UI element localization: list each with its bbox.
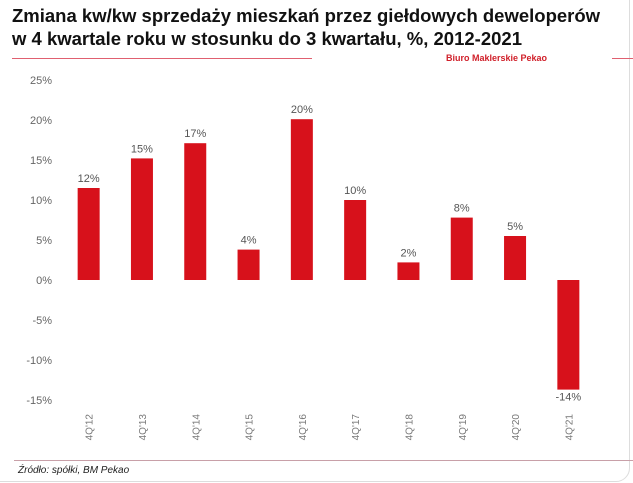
data-label: 5% [507, 221, 523, 233]
x-tick-label: 4Q'21 [564, 414, 575, 441]
data-label: 8% [454, 203, 470, 215]
bar [344, 200, 367, 280]
x-tick-label: 4Q'20 [511, 414, 522, 441]
data-label: -14% [556, 392, 582, 404]
data-label: 10% [344, 185, 366, 197]
bar [504, 236, 527, 280]
x-tick-label: 4Q'15 [245, 414, 256, 441]
footer-divider [14, 460, 633, 461]
bar [184, 143, 207, 280]
y-tick-label: -10% [26, 355, 52, 367]
title-line-1: Zmiana kw/kw sprzedaży mieszkań przez gi… [12, 5, 601, 26]
bar [237, 249, 260, 280]
y-tick-label: 15% [30, 155, 52, 167]
y-tick-label: 20% [30, 115, 52, 127]
y-tick-label: -15% [26, 395, 52, 407]
title-line-2: w 4 kwartale roku w stosunku do 3 kwarta… [12, 28, 522, 49]
bar [130, 158, 153, 280]
y-tick-label: 0% [36, 275, 52, 287]
chart-title: Zmiana kw/kw sprzedaży mieszkań przez gi… [12, 4, 600, 50]
x-tick-label: 4Q'19 [458, 414, 469, 441]
x-tick-label: 4Q'14 [191, 414, 202, 441]
y-tick-label: 5% [36, 235, 52, 247]
y-tick-label: 25% [30, 75, 52, 87]
title-divider-right [612, 58, 633, 59]
x-tick-label: 4Q'12 [85, 414, 96, 441]
bar [557, 280, 580, 390]
data-label: 15% [131, 143, 153, 155]
data-label: 17% [184, 128, 206, 140]
x-tick-label: 4Q'18 [404, 414, 415, 441]
x-tick-label: 4Q'16 [298, 414, 309, 441]
x-tick-label: 4Q'17 [351, 414, 362, 441]
data-label: 20% [291, 104, 313, 116]
brand-label: Biuro Maklerskie Pekao [446, 53, 548, 63]
data-label: 12% [78, 173, 100, 185]
x-tick-label: 4Q'13 [138, 414, 149, 441]
bar [397, 262, 420, 280]
bar [450, 217, 473, 280]
bar [77, 188, 100, 280]
y-tick-label: 10% [30, 195, 52, 207]
title-divider [12, 58, 312, 59]
data-label: 4% [241, 235, 257, 247]
bar [290, 119, 313, 280]
data-label: 2% [400, 247, 416, 259]
source-note: Źródło: spółki, BM Pekao [18, 465, 130, 476]
y-tick-label: -5% [32, 315, 52, 327]
